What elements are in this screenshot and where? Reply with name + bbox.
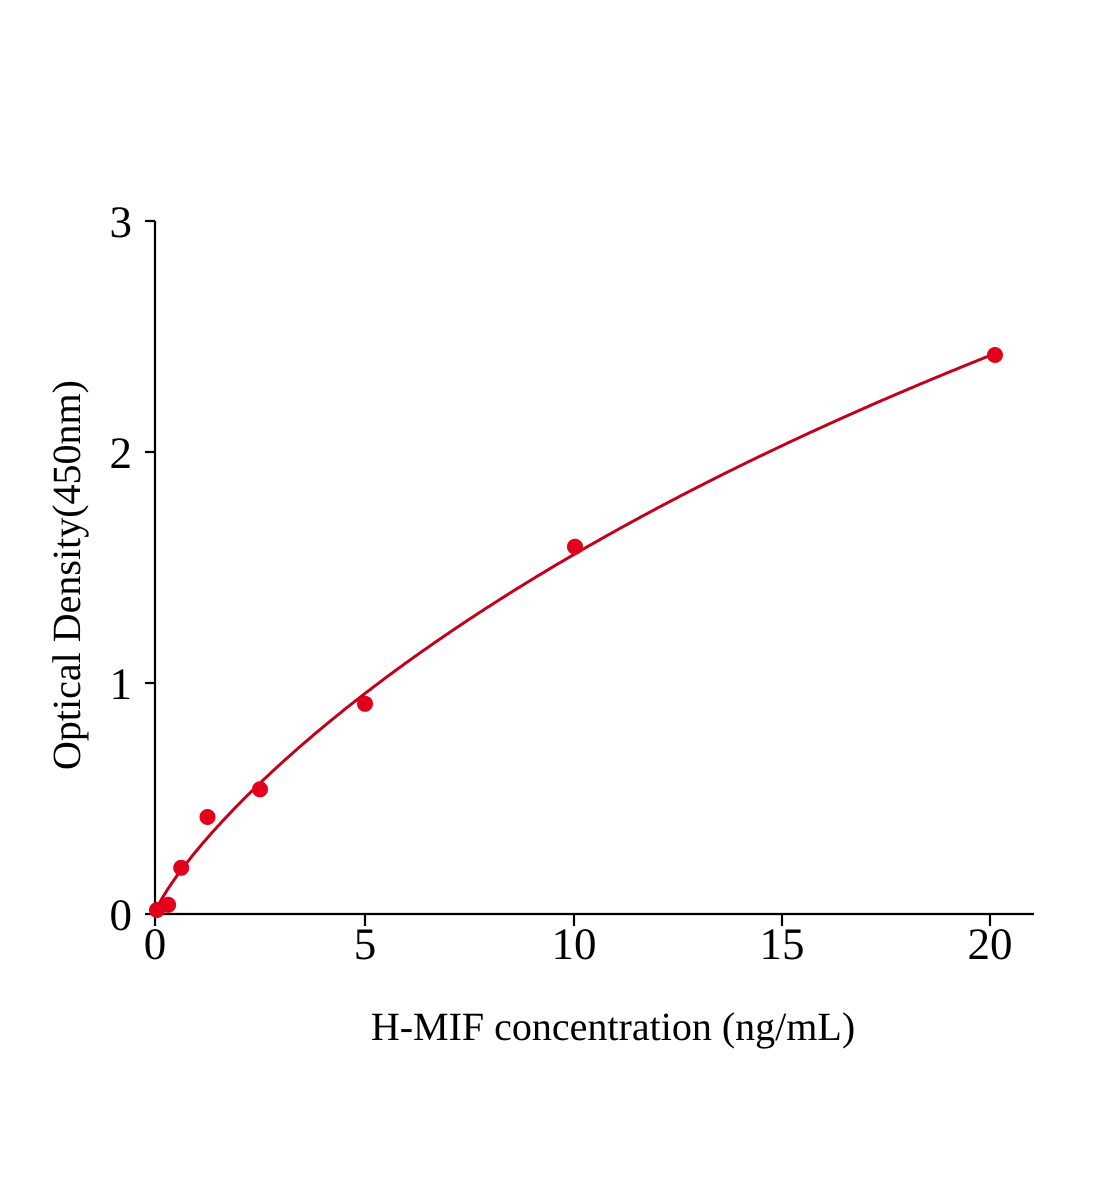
svg-text:Optical Density(450nm): Optical Density(450nm) — [44, 380, 89, 770]
svg-text:10: 10 — [552, 919, 597, 969]
svg-text:20: 20 — [968, 919, 1013, 969]
svg-text:3: 3 — [110, 197, 133, 247]
svg-text:5: 5 — [354, 919, 377, 969]
svg-text:2: 2 — [110, 428, 133, 478]
svg-text:1: 1 — [110, 659, 133, 709]
svg-text:H-MIF concentration (ng/mL): H-MIF concentration (ng/mL) — [371, 1004, 855, 1049]
svg-text:0: 0 — [110, 890, 133, 940]
svg-text:0: 0 — [144, 919, 167, 969]
svg-text:15: 15 — [760, 919, 805, 969]
